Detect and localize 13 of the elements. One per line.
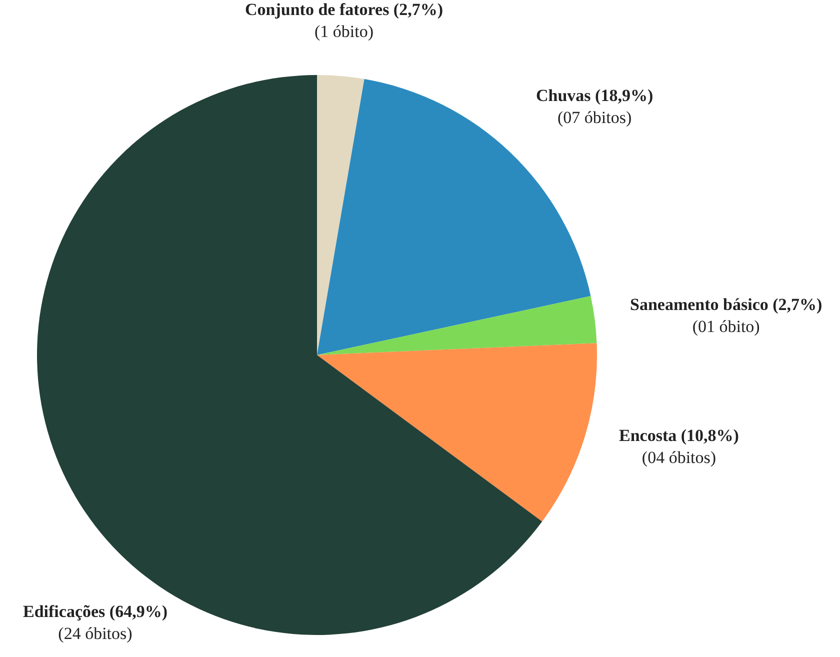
pie-slice (317, 343, 597, 522)
data-label: (04 óbitos) (642, 448, 716, 468)
slice-label: Conjunto de fatores (2,7%) (245, 0, 444, 19)
slice-label: Chuvas (18,9%) (536, 86, 654, 105)
pie-slice (317, 75, 364, 355)
data-label: (01 óbito) (692, 317, 760, 336)
data-label: (24 óbitos) (58, 624, 132, 644)
slice-label: Edificações (64,9%) (23, 602, 168, 621)
data-label: (07 óbitos) (557, 108, 632, 128)
pie-slice (317, 296, 597, 355)
slice-label: Saneamento básico (2,7%) (630, 295, 822, 314)
data-label: (1 óbito) (314, 22, 374, 42)
slice-label: Encosta (10,8%) (619, 426, 739, 445)
